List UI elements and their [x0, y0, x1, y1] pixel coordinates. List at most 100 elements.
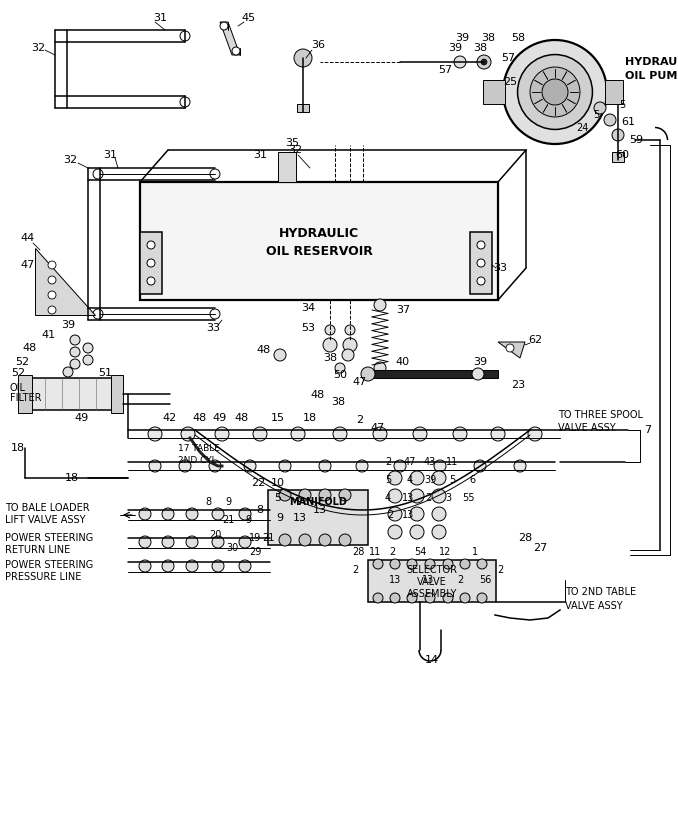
Text: 39: 39	[61, 320, 75, 330]
Text: 5: 5	[449, 475, 455, 485]
Circle shape	[279, 534, 291, 546]
Circle shape	[279, 460, 291, 472]
Text: 5: 5	[593, 110, 599, 120]
Text: 7: 7	[644, 425, 652, 435]
Text: 10: 10	[271, 478, 285, 488]
Circle shape	[477, 559, 487, 569]
Text: 49: 49	[75, 413, 89, 423]
Bar	[268, 490, 368, 545]
Circle shape	[594, 102, 606, 114]
Text: 50: 50	[333, 370, 347, 380]
Bar	[278, 152, 296, 182]
Circle shape	[319, 489, 331, 501]
Bar	[28, 378, 113, 410]
Text: 42: 42	[163, 413, 177, 423]
Circle shape	[388, 507, 402, 521]
Text: 51: 51	[98, 368, 112, 378]
Circle shape	[239, 508, 251, 520]
Text: 49: 49	[213, 413, 227, 423]
Text: 2: 2	[425, 493, 431, 503]
Text: 21: 21	[222, 515, 234, 525]
Circle shape	[491, 427, 505, 441]
Circle shape	[460, 559, 470, 569]
Text: 36: 36	[311, 40, 325, 50]
Text: 54: 54	[414, 547, 426, 557]
Circle shape	[299, 489, 311, 501]
Circle shape	[323, 338, 337, 352]
Text: 56: 56	[479, 575, 491, 585]
Circle shape	[432, 507, 446, 521]
Circle shape	[244, 460, 256, 472]
Text: POWER STEERING: POWER STEERING	[5, 560, 94, 570]
Circle shape	[612, 129, 624, 141]
Text: 62: 62	[528, 335, 542, 345]
Text: 28: 28	[352, 547, 364, 557]
Circle shape	[70, 335, 80, 345]
Circle shape	[432, 471, 446, 485]
Circle shape	[425, 593, 435, 603]
Circle shape	[542, 79, 568, 105]
Circle shape	[221, 264, 229, 272]
Text: 55: 55	[462, 493, 474, 503]
Text: RETURN LINE: RETURN LINE	[5, 545, 71, 555]
Circle shape	[83, 355, 93, 365]
Circle shape	[319, 460, 331, 472]
Text: 40: 40	[395, 357, 409, 367]
Circle shape	[339, 534, 351, 546]
Text: 18: 18	[303, 413, 317, 423]
Text: 48: 48	[257, 345, 271, 355]
Bar	[140, 182, 498, 300]
Text: 13: 13	[313, 505, 327, 515]
Text: TO THREE SPOOL: TO THREE SPOOL	[558, 410, 643, 420]
Circle shape	[454, 56, 466, 68]
Text: 11: 11	[369, 547, 381, 557]
Circle shape	[530, 67, 580, 117]
Circle shape	[410, 525, 424, 539]
Circle shape	[413, 427, 427, 441]
Text: 19: 19	[249, 533, 261, 543]
Text: 57: 57	[438, 65, 452, 75]
Text: 5: 5	[275, 493, 281, 503]
Circle shape	[394, 460, 406, 472]
Text: 12: 12	[439, 547, 451, 557]
Circle shape	[239, 560, 251, 572]
Circle shape	[407, 593, 417, 603]
Circle shape	[220, 22, 228, 30]
Text: 9: 9	[225, 497, 231, 507]
Circle shape	[390, 593, 400, 603]
Circle shape	[162, 536, 174, 548]
Circle shape	[374, 362, 386, 374]
Text: 2: 2	[497, 565, 503, 575]
Text: MANIFOLD: MANIFOLD	[289, 497, 347, 507]
Text: 5: 5	[385, 475, 391, 485]
Text: 34: 34	[301, 303, 315, 313]
Circle shape	[361, 367, 375, 381]
Text: 13: 13	[402, 510, 414, 520]
Text: 39: 39	[424, 475, 436, 485]
Text: 31: 31	[103, 150, 117, 160]
Text: 18: 18	[11, 443, 25, 453]
Text: 47: 47	[371, 423, 385, 433]
Text: 2: 2	[457, 575, 463, 585]
Circle shape	[453, 427, 467, 441]
Bar	[612, 152, 624, 162]
Polygon shape	[220, 22, 240, 55]
Text: TO 2ND TABLE: TO 2ND TABLE	[565, 587, 636, 597]
Circle shape	[432, 525, 446, 539]
Text: 37: 37	[396, 305, 410, 315]
Text: ASSEMBLY: ASSEMBLY	[407, 589, 457, 599]
Circle shape	[517, 54, 593, 129]
Text: 13: 13	[402, 493, 414, 503]
Text: 8: 8	[256, 505, 264, 515]
Text: 2: 2	[385, 457, 391, 467]
Text: 15: 15	[271, 413, 285, 423]
Text: 4: 4	[407, 475, 413, 485]
Circle shape	[147, 277, 155, 285]
Circle shape	[221, 284, 229, 292]
Text: 31: 31	[153, 13, 167, 23]
Text: TO BALE LOADER: TO BALE LOADER	[5, 503, 89, 513]
Circle shape	[506, 344, 514, 352]
Text: 60: 60	[615, 150, 629, 160]
Bar	[297, 104, 309, 112]
Circle shape	[162, 508, 174, 520]
